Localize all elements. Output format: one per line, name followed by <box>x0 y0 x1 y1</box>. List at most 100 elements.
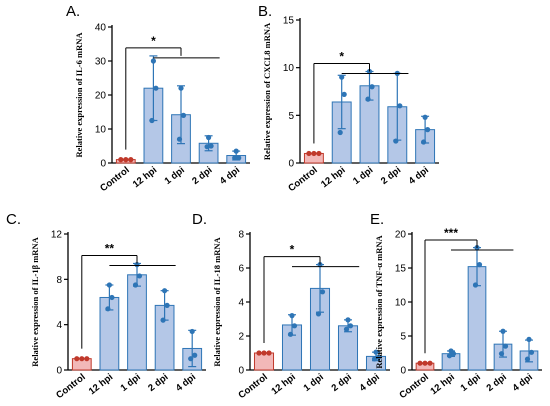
y-tick-label: 15 <box>283 16 295 27</box>
chart-panel-3: C. 0 4 8 12 Relative expression of IL-1β mRNA… <box>6 211 206 401</box>
data-point <box>233 148 239 154</box>
data-point <box>339 74 345 80</box>
y-axis-label: Relative expression of IL-1β mRNA <box>30 236 40 366</box>
data-point <box>256 350 262 356</box>
data-point <box>208 143 214 149</box>
x-tick-label: 2 dpi <box>379 165 403 187</box>
significance-label: * <box>151 34 156 48</box>
x-tick-label: 4 dpi <box>407 165 431 187</box>
panel-letter: A. <box>66 3 80 20</box>
data-point <box>347 323 354 329</box>
x-tick-label: 4 dpi <box>174 372 198 394</box>
y-tick-label: 15 <box>395 264 407 275</box>
y-tick-label: 10 <box>95 125 107 136</box>
data-point <box>160 317 166 323</box>
data-point <box>176 136 183 142</box>
chart-panel-5: E. 0 5 10 15 20 Relative expression of TNF-α m… <box>370 211 542 401</box>
y-tick-label: 0 <box>400 366 406 377</box>
x-tick-label: 2 dpi <box>146 372 170 394</box>
data-point <box>132 282 139 288</box>
y-tick-label: 4 <box>238 298 244 309</box>
x-tick-label: 1 dpi <box>119 372 143 394</box>
data-point <box>526 336 532 342</box>
data-point <box>74 356 80 362</box>
y-axis-label: Relative expression of TNF-α mRNA <box>374 234 384 368</box>
significance-label: *** <box>444 226 458 240</box>
y-tick-label: 0 <box>56 366 62 377</box>
data-point <box>341 91 347 97</box>
data-point <box>427 360 433 366</box>
x-tick-label: 2 dpi <box>485 372 509 394</box>
x-tick-label: 12 hpi <box>131 165 159 191</box>
data-point <box>128 157 134 163</box>
data-point <box>118 157 124 163</box>
data-point <box>397 103 403 109</box>
data-point <box>266 350 272 356</box>
y-tick-label: 30 <box>95 57 107 68</box>
panel-letter: D. <box>192 211 207 228</box>
data-point <box>528 349 535 355</box>
y-axis-label: Relative expression of CXCL8 mRNA <box>262 22 272 160</box>
x-tick-label: 2 dpi <box>190 165 214 187</box>
data-point <box>136 273 143 279</box>
data-point <box>178 85 184 91</box>
x-tick-label: 12 hpi <box>87 372 115 398</box>
data-point <box>79 356 85 362</box>
data-point <box>232 155 238 161</box>
data-point <box>371 356 378 362</box>
data-point <box>105 306 111 312</box>
data-point <box>373 349 379 355</box>
data-point <box>311 150 317 157</box>
data-point <box>365 96 371 102</box>
data-point <box>345 317 351 323</box>
chart-panel-4: D. 0 2 4 6 8 Relative expression of IL-18 mRNA… <box>192 211 390 401</box>
data-point <box>316 150 322 157</box>
data-point <box>315 311 322 317</box>
x-tick-label: 1 dpi <box>302 372 326 394</box>
significance-label: * <box>339 49 344 63</box>
y-tick-label: 8 <box>56 275 62 286</box>
x-tick-label: 1 dpi <box>163 165 187 187</box>
significance-label: ** <box>105 241 115 255</box>
y-tick-label: 8 <box>238 230 244 241</box>
y-tick-label: 6 <box>238 264 244 275</box>
y-tick-label: 5 <box>400 332 406 343</box>
y-tick-label: 20 <box>395 230 407 241</box>
y-tick-label: 2 <box>238 332 244 343</box>
y-tick-label: 4 <box>56 320 62 331</box>
panel-letter: C. <box>6 211 21 228</box>
data-point <box>164 302 170 308</box>
data-point <box>180 112 187 118</box>
data-point <box>498 351 505 357</box>
data-point <box>375 354 382 360</box>
data-point <box>206 134 212 141</box>
data-point <box>289 313 295 319</box>
bar-2-dpi <box>337 325 359 371</box>
y-tick-label: 20 <box>95 91 107 102</box>
data-point <box>123 157 129 163</box>
data-point <box>149 117 155 124</box>
data-point <box>106 282 112 288</box>
y-tick-label: 0 <box>238 366 244 377</box>
y-axis-label: Relative expression of IL-18 mRNA <box>212 237 222 367</box>
data-point <box>446 353 453 359</box>
data-point <box>150 58 156 64</box>
panel-letter: B. <box>258 3 272 20</box>
y-tick-label: 10 <box>283 63 295 74</box>
data-point <box>261 350 267 356</box>
data-point <box>421 139 427 145</box>
data-point <box>337 129 343 136</box>
panel-letter: E. <box>370 211 384 228</box>
x-tick-label: 12 hpi <box>269 372 297 398</box>
data-point <box>189 328 195 335</box>
bar-1-dpi <box>127 274 147 371</box>
data-point <box>472 282 479 288</box>
data-point <box>162 288 168 294</box>
x-tick-label: 2 dpi <box>330 372 354 394</box>
data-point <box>476 262 483 268</box>
y-tick-label: 12 <box>51 230 63 241</box>
x-tick-label: 12 hpi <box>319 165 347 191</box>
data-point <box>84 356 90 362</box>
data-point <box>422 114 428 120</box>
